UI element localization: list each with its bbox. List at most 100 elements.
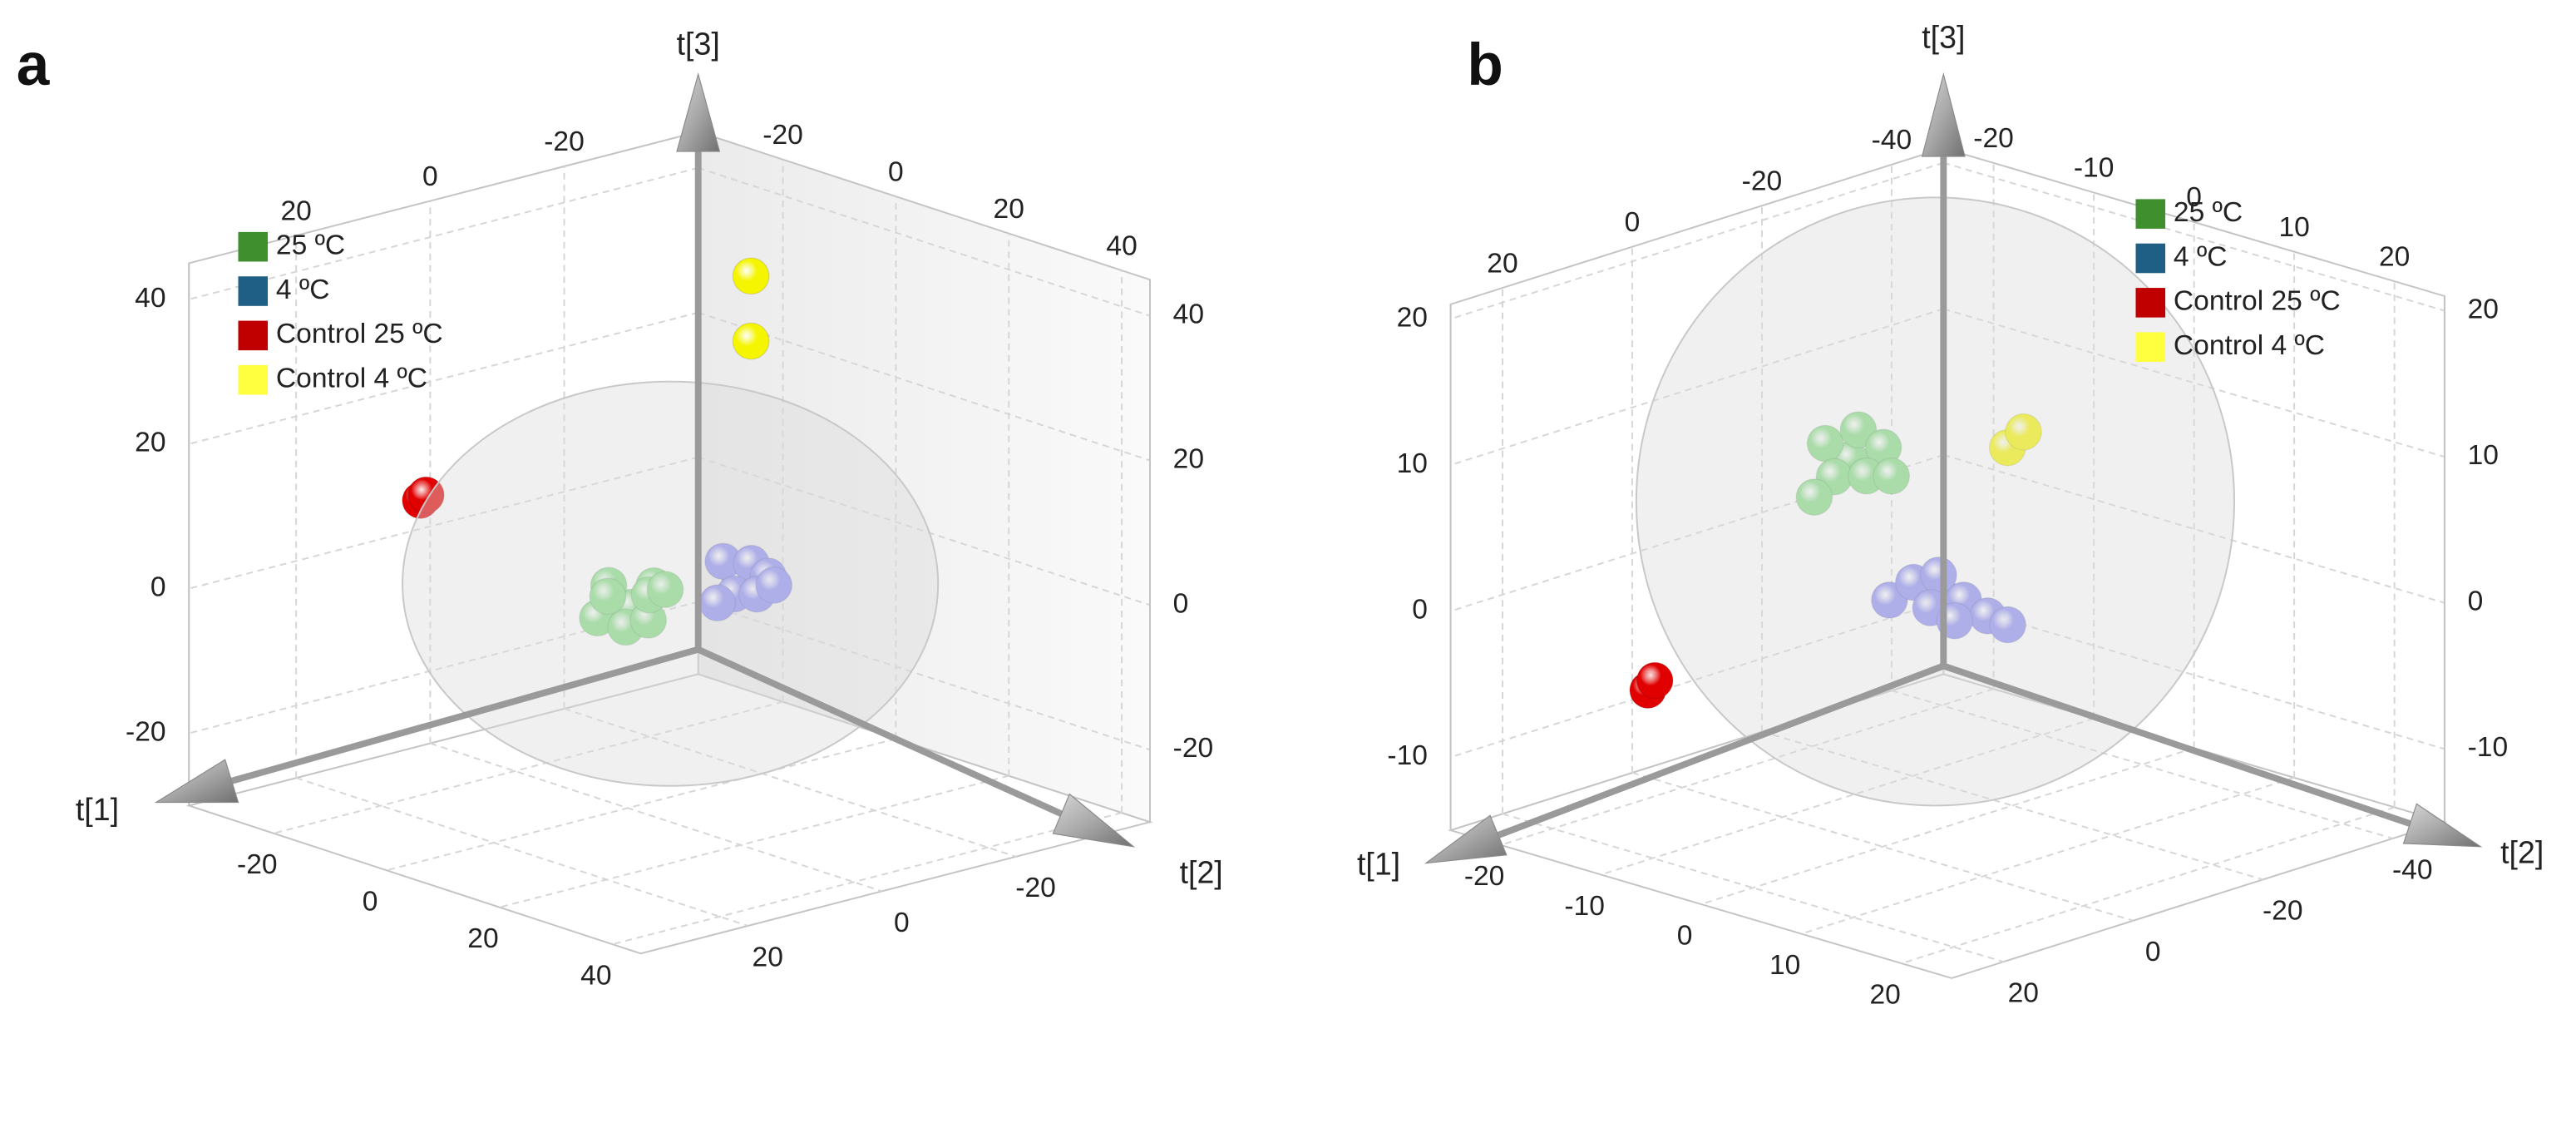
x-tick-label: 10	[1769, 950, 1800, 981]
axis-arrow-head	[1052, 793, 1136, 848]
y-tick-label: 20	[2008, 978, 2039, 1009]
x-tick-label: 0	[363, 887, 378, 918]
grid-line	[1700, 747, 2194, 905]
x-tick-label: 20	[994, 194, 1024, 225]
z-tick-label: 20	[1173, 443, 1204, 474]
y-tick-label: 20	[1487, 248, 1517, 279]
y-tick-label: 0	[894, 908, 910, 938]
labels: a b t[1] t[2] t[3] t[1] t[2] t[3] -20 -20…	[17, 20, 2544, 1011]
x-tick-label: 0	[2186, 182, 2202, 213]
grid-line	[698, 311, 1151, 462]
axis-arrow	[697, 646, 1063, 817]
grid-line	[612, 812, 1123, 946]
y-tick-label: 20	[753, 942, 783, 972]
legend-swatch	[2135, 243, 2166, 274]
x-tick-label: 40	[580, 961, 611, 992]
z-tick-label: 0	[1173, 588, 1189, 619]
grid-line	[386, 738, 896, 872]
z-tick-label: -10	[2468, 732, 2509, 763]
legend-label: Control 4 ºC	[2174, 330, 2325, 361]
x-tick-label: -20	[1464, 861, 1505, 892]
data-point	[1795, 478, 1833, 516]
x-tick-label: -20	[1973, 123, 2014, 154]
legend-label: Control 25 ºC	[2174, 286, 2341, 317]
x-tick-label: 40	[1106, 230, 1137, 261]
z-tick-label: 40	[1173, 299, 1204, 330]
z-tick-label: 40	[135, 283, 165, 314]
data-point	[732, 257, 770, 295]
legend-swatch	[2135, 288, 2166, 318]
grid-line	[188, 456, 698, 590]
data-point	[1839, 411, 1878, 449]
ellipsoids	[402, 196, 2236, 807]
data-point	[589, 577, 627, 616]
confidence-ellipsoid	[402, 380, 940, 787]
z-axis-label: t[3]	[1922, 20, 1965, 55]
data-point	[1636, 661, 1674, 700]
x-tick-label: -20	[237, 849, 278, 880]
axes	[154, 72, 2483, 864]
grid-line	[1601, 717, 2095, 876]
data-point	[1873, 458, 1911, 495]
legend-label: 4 ºC	[276, 275, 330, 305]
y-tick-label: -20	[1742, 166, 1783, 196]
y-tick-label: -20	[544, 126, 585, 157]
boxes	[185, 131, 2448, 979]
z-axis-label: t[3]	[677, 27, 720, 62]
y-axis-label: t[2]	[1180, 854, 1223, 889]
x-tick-label: -20	[762, 120, 803, 151]
x-tick-label: 20	[2379, 241, 2410, 272]
axis-arrow-head	[1921, 72, 1966, 157]
x-tick-label: 0	[888, 156, 904, 187]
z-tick-label: 20	[2468, 294, 2499, 324]
grid-line	[698, 456, 1151, 606]
y-tick-label: 0	[2145, 937, 2161, 967]
x-tick-label: 0	[1677, 920, 1693, 951]
grid-line	[188, 166, 698, 300]
y-tick-label: -40	[2392, 854, 2433, 885]
legend-label: 25 ºC	[276, 230, 345, 261]
grid-line	[1450, 600, 1944, 759]
z-tick-label: 10	[1397, 448, 1428, 479]
legend-label: 4 ºC	[2174, 241, 2228, 272]
data-point	[1989, 606, 2026, 644]
points	[402, 257, 2042, 709]
data-point	[755, 566, 793, 604]
z-tick-label: -20	[126, 716, 166, 747]
axis-arrow	[230, 646, 699, 784]
y-tick-label: -20	[1015, 873, 1056, 903]
axis-arrow	[1942, 662, 2411, 827]
z-tick-label: 20	[1397, 302, 1428, 333]
axis-arrow-head	[2402, 803, 2483, 848]
legend-label: 25 ºC	[2174, 197, 2243, 228]
legend-swatch	[238, 320, 269, 351]
x-axis-label: t[1]	[76, 792, 119, 827]
legend-label: Control 25 ºC	[276, 319, 443, 349]
y-tick-label: 0	[422, 161, 438, 192]
legend-swatch	[238, 276, 269, 306]
panel-label: a	[17, 32, 50, 98]
grid-line	[430, 742, 882, 893]
data-point	[732, 322, 770, 360]
y-axis-label: t[2]	[2500, 835, 2544, 870]
grid-line	[499, 774, 1009, 908]
z-tick-label: -20	[1173, 733, 1214, 764]
x-tick-label: 20	[1870, 980, 1901, 1011]
grid-line	[295, 777, 748, 927]
data-point	[2005, 413, 2042, 451]
data-point	[646, 571, 684, 608]
legend-label: Control 4 ºC	[276, 364, 427, 394]
z-tick-label: 0	[151, 572, 166, 603]
axis-arrow-head	[676, 72, 721, 152]
axis-arrow-head	[154, 759, 239, 804]
z-tick-label: 20	[135, 428, 165, 458]
grid-line	[1500, 688, 1994, 846]
x-tick-label: 20	[467, 923, 498, 954]
grid-line	[188, 311, 698, 445]
grid-line	[1450, 308, 1944, 466]
y-tick-label: 20	[280, 195, 311, 226]
grid-line	[273, 700, 783, 834]
axis-arrow-head	[1424, 814, 1508, 864]
